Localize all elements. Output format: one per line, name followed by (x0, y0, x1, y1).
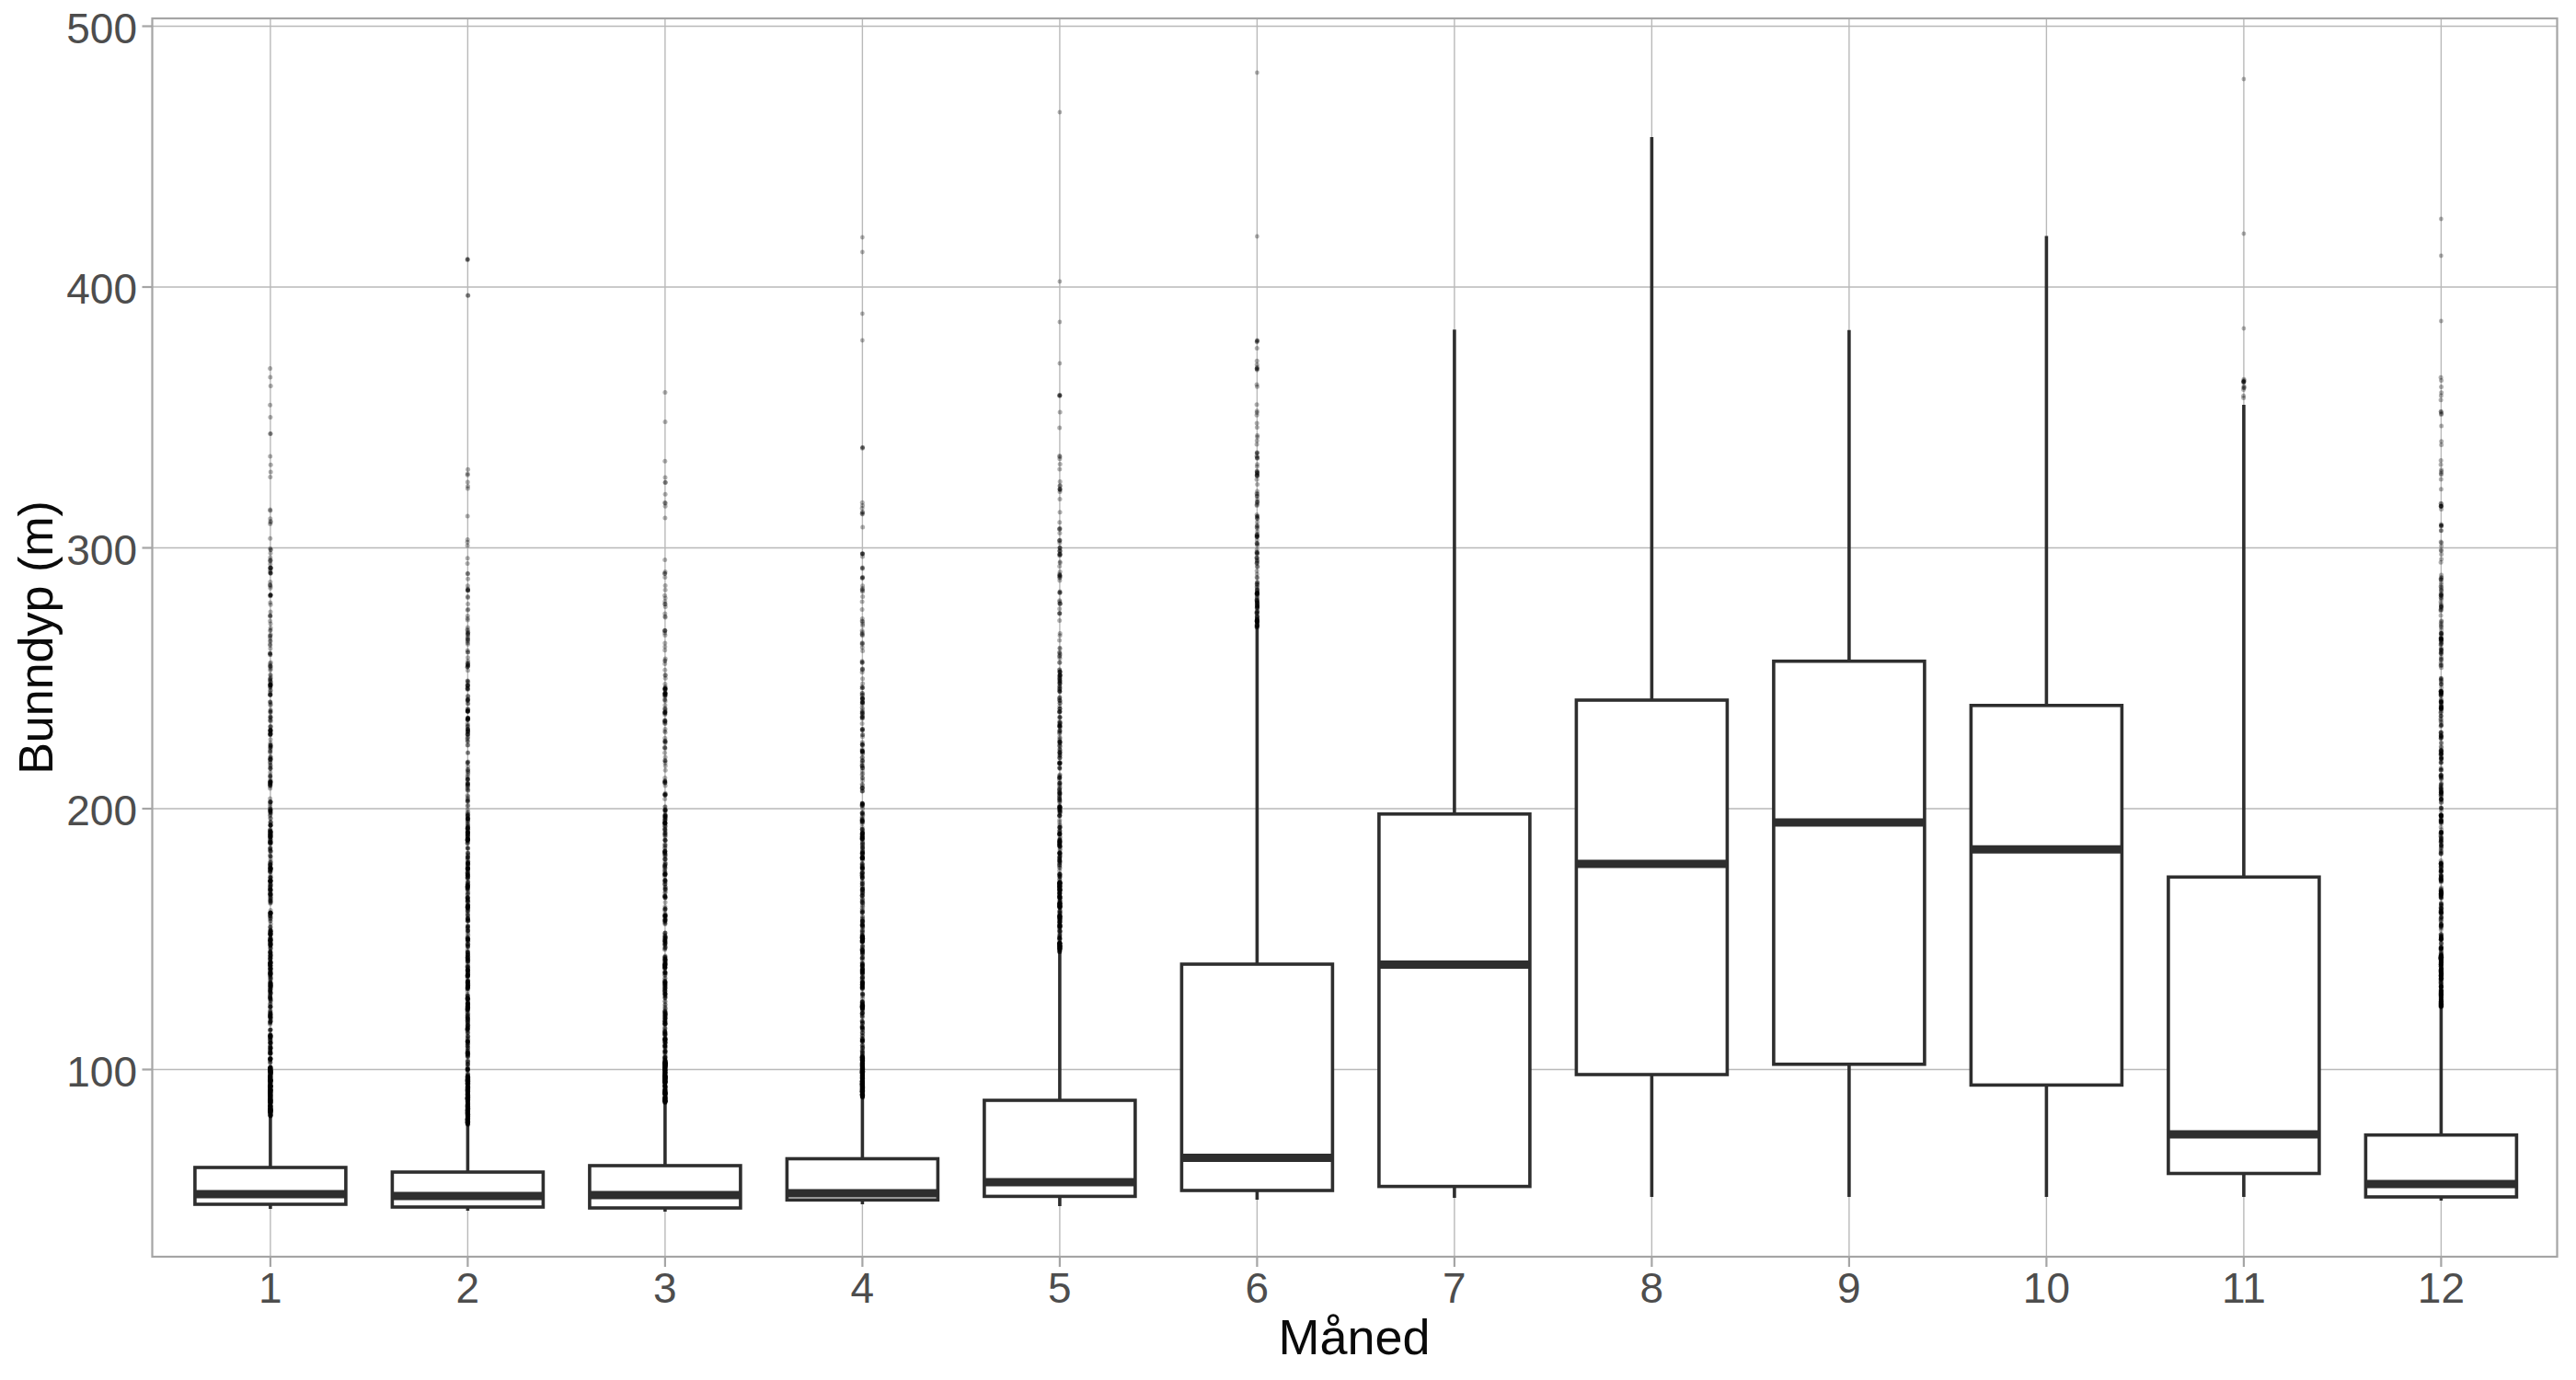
svg-text:1: 1 (259, 1264, 282, 1312)
svg-text:300: 300 (66, 526, 137, 574)
svg-text:2: 2 (456, 1264, 480, 1312)
svg-text:100: 100 (66, 1048, 137, 1096)
svg-text:10: 10 (2023, 1264, 2070, 1312)
svg-text:3: 3 (653, 1264, 677, 1312)
svg-text:11: 11 (2222, 1264, 2266, 1312)
svg-text:400: 400 (66, 265, 137, 313)
svg-text:5: 5 (1048, 1264, 1072, 1312)
svg-text:12: 12 (2418, 1264, 2465, 1312)
svg-text:Måned: Måned (1278, 1309, 1430, 1364)
svg-text:7: 7 (1443, 1264, 1466, 1312)
svg-text:Bunndyp (m): Bunndyp (m) (9, 500, 63, 775)
svg-text:8: 8 (1640, 1264, 1664, 1312)
svg-text:6: 6 (1246, 1264, 1270, 1312)
svg-text:4: 4 (851, 1264, 875, 1312)
svg-text:9: 9 (1837, 1264, 1861, 1312)
svg-text:200: 200 (66, 787, 137, 834)
svg-text:500: 500 (66, 5, 137, 52)
